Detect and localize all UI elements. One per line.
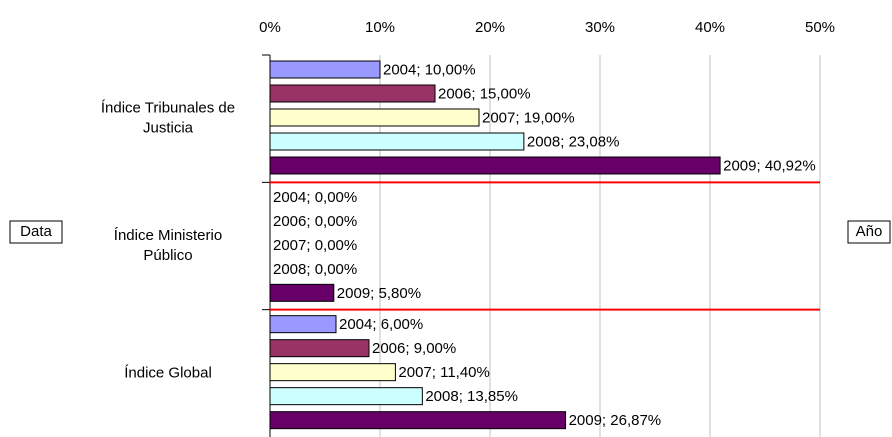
value-label: 2006; 9,00% [372,340,456,357]
category-label: Índice Tribunales de Justicia [101,100,235,137]
series-field: Año [856,223,883,240]
x-tick-label: 0% [259,19,281,36]
value-label: 2009; 5,80% [337,285,421,302]
value-label: 2007; 11,40% [398,364,489,381]
field-box [847,220,891,244]
value-label: 2008; 13,85% [425,388,518,405]
bar [269,411,567,430]
bar [269,132,525,151]
bar [269,363,396,382]
value-label: 2004; 0,00% [273,189,357,206]
bar [269,156,721,175]
category-label: Índice Ministerio Público [114,227,222,264]
value-label: 2006; 15,00% [438,85,531,102]
value-label: 2004; 6,00% [339,316,423,333]
bar [269,108,480,127]
bar [269,84,436,103]
value-label: 2009; 40,92% [723,157,816,174]
value-label: 2006; 0,00% [273,213,357,230]
x-tick-label: 10% [365,19,395,36]
value-label: 2008; 0,00% [273,261,357,278]
bar [269,60,381,79]
category-label: Índice Global [124,364,212,381]
x-tick-label: 40% [695,19,725,36]
x-tick-label: 20% [475,19,505,36]
value-label: 2007; 19,00% [482,109,575,126]
x-tick-label: 30% [585,19,615,36]
bar [269,339,370,358]
field-box [9,220,63,244]
data-field: Data [20,223,52,240]
value-label: 2008; 23,08% [527,133,620,150]
bar [269,315,337,334]
value-label: 2007; 0,00% [273,237,357,254]
bar [269,283,335,302]
value-label: 2004; 10,00% [383,61,476,78]
bar [269,387,423,406]
x-tick-label: 50% [805,19,835,36]
value-label: 2009; 26,87% [569,412,662,429]
